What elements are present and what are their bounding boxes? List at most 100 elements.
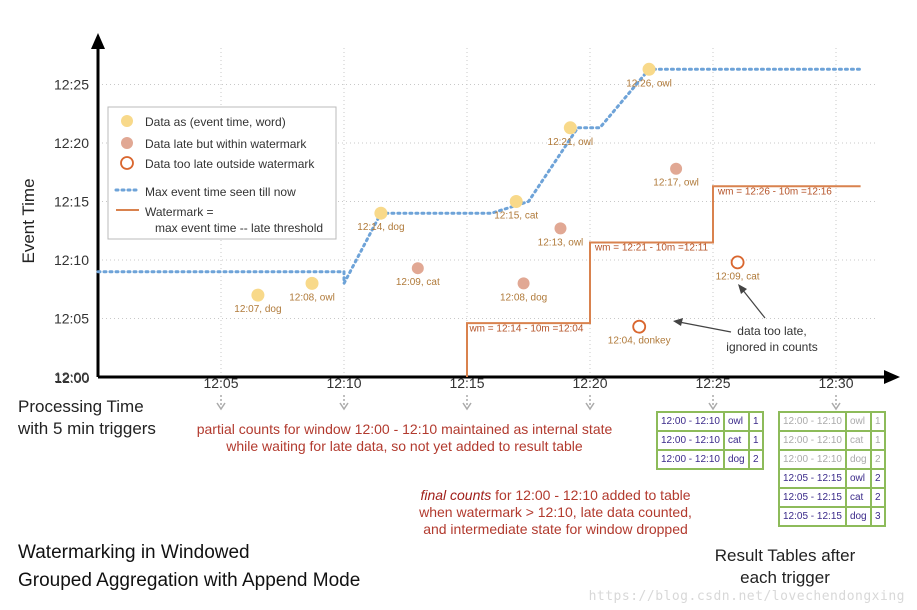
result-row: 12:00 - 12:10 dog 2 <box>658 451 762 468</box>
count-cell: 1 <box>871 432 884 449</box>
result-table-trigger-2: 12:00 - 12:10 owl 1 12:00 - 12:10 cat 1 12:00 … <box>778 411 886 527</box>
data-point-label: 12:14, dog <box>357 222 404 233</box>
x-axis-arrow <box>884 370 900 384</box>
data-point-label: 12:26, owl <box>626 78 672 89</box>
lines <box>96 67 863 377</box>
trigger-arrow-head <box>831 402 841 411</box>
legend-label-cont: max event time -- late threshold <box>155 221 323 235</box>
trigger-arrow-head <box>339 402 349 411</box>
data-point-toolate <box>730 255 745 270</box>
count-cell: 2 <box>871 451 884 468</box>
data-point-toolate <box>632 319 647 334</box>
grid <box>98 45 878 377</box>
y-tick-label: 12:20 <box>54 135 89 151</box>
trigger-arrow-head <box>216 402 226 411</box>
legend-label: Max event time seen till now <box>145 185 296 199</box>
result-row: 12:00 - 12:10 owl 1 <box>658 413 762 430</box>
final-counts-text: for 12:00 - 12:10 added to table when wa… <box>419 487 692 537</box>
x-tick-label: 12:05 <box>203 375 238 391</box>
partial-counts-text: partial counts for window 12:00 - 12:10 … <box>196 421 613 454</box>
data-point-label: 12:17, owl <box>653 178 699 189</box>
y-tick-label: 12:15 <box>54 194 89 210</box>
count-cell: 2 <box>871 470 884 487</box>
legend-label: Data as (event time, word) <box>145 115 286 129</box>
y-tick-label: 12:10 <box>54 252 89 268</box>
trigger-arrow-head <box>462 402 472 411</box>
data-point-label: 12:21, owl <box>548 137 594 148</box>
legend-label: Data late but within watermark <box>145 137 307 151</box>
data-point-label: 12:04, donkey <box>608 336 671 347</box>
figure-title: Watermarking in Windowed Grouped Aggrega… <box>18 539 360 595</box>
x-tick-label: 12:10 <box>326 375 361 391</box>
max-event-time-line <box>96 67 863 285</box>
result-tables-caption-1: Result Tables after <box>714 546 856 565</box>
window-cell: 12:00 - 12:10 <box>780 451 845 468</box>
data-point-late <box>411 262 424 275</box>
result-row: 12:05 - 12:15 dog 3 <box>780 508 884 525</box>
y-tick-label: 12:25 <box>54 77 89 93</box>
count-cell: 3 <box>871 508 884 525</box>
word-cell: dog <box>724 451 748 468</box>
window-cell: 12:05 - 12:15 <box>780 470 845 487</box>
y-tick-label: 12:05 <box>54 311 89 327</box>
data-point-label: 12:15, cat <box>494 211 538 222</box>
processing-time-line-2: with 5 min triggers <box>18 419 156 438</box>
window-cell: 12:00 - 12:10 <box>780 432 845 449</box>
result-row: 12:00 - 12:10 cat 1 <box>780 432 884 449</box>
word-cell: cat <box>846 432 870 449</box>
x-tick-label: 12:30 <box>818 375 853 391</box>
word-cell: owl <box>846 470 870 487</box>
data-point-late <box>554 222 567 235</box>
result-row: 12:05 - 12:15 owl 2 <box>780 470 884 487</box>
partial-counts-note: partial counts for window 12:00 - 12:10 … <box>192 421 617 455</box>
title-part-6: Append Mode <box>241 570 361 591</box>
window-cell: 12:00 - 12:10 <box>658 413 723 430</box>
title-part-1: Watermarking <box>18 542 136 563</box>
data-point-label: 12:08, dog <box>500 292 547 303</box>
window-cell: 12:00 - 12:10 <box>780 413 845 430</box>
count-cell: 2 <box>871 489 884 506</box>
data-point-data <box>305 276 319 290</box>
legend: Data as (event time, word) Data late but … <box>107 106 337 240</box>
too-late-arrow-2-head <box>738 284 747 294</box>
word-cell: dog <box>846 451 870 468</box>
result-tables-caption: Result Tables after each trigger <box>690 545 880 589</box>
data-point-label: 12:13, owl <box>538 237 584 248</box>
data-point-label: 12:09, cat <box>396 277 440 288</box>
legend-label: Data too late outside watermark <box>145 157 315 171</box>
too-late-arrow-1-head <box>673 318 683 326</box>
title-part-2: in <box>135 542 161 563</box>
count-cell: 1 <box>749 413 762 430</box>
watermark-label: wm = 12:26 - 10m =12:16 <box>717 186 832 197</box>
x-tick-label: 12:00 <box>54 370 89 386</box>
data-point-data <box>642 62 656 76</box>
legend-label: Watermark = <box>145 205 214 219</box>
trigger-arrow-head <box>585 402 595 411</box>
count-cell: 1 <box>749 432 762 449</box>
window-cell: 12:05 - 12:15 <box>780 508 845 525</box>
x-tick-label: 12:15 <box>449 375 484 391</box>
watermark-label: wm = 12:21 - 10m =12:11 <box>594 243 709 254</box>
legend-marker-toolate <box>120 156 134 170</box>
result-tables-caption-2: each trigger <box>740 568 830 587</box>
y-tick-label: 12:00 <box>54 369 89 385</box>
data-point-label: 12:09, cat <box>716 271 760 282</box>
word-cell: owl <box>846 413 870 430</box>
count-cell: 2 <box>749 451 762 468</box>
too-late-note-line-1: data too late, <box>737 324 806 338</box>
data-point-label: 12:07, dog <box>234 304 281 315</box>
points <box>251 62 745 334</box>
watermark-label: wm = 12:14 - 10m =12:04 <box>468 323 583 334</box>
data-point-data <box>509 195 523 208</box>
watermark-line <box>466 185 861 377</box>
processing-time-label: Processing Time with 5 min triggers <box>18 396 156 440</box>
word-cell: owl <box>724 413 748 430</box>
too-late-note-line-2: ignored in counts <box>726 340 817 354</box>
data-point-data <box>563 121 577 135</box>
count-cell: 1 <box>871 413 884 430</box>
data-point-late <box>670 162 683 175</box>
y-axis-label: Event Time <box>19 178 38 263</box>
window-cell: 12:00 - 12:10 <box>658 432 723 449</box>
data-point-data <box>251 288 265 302</box>
